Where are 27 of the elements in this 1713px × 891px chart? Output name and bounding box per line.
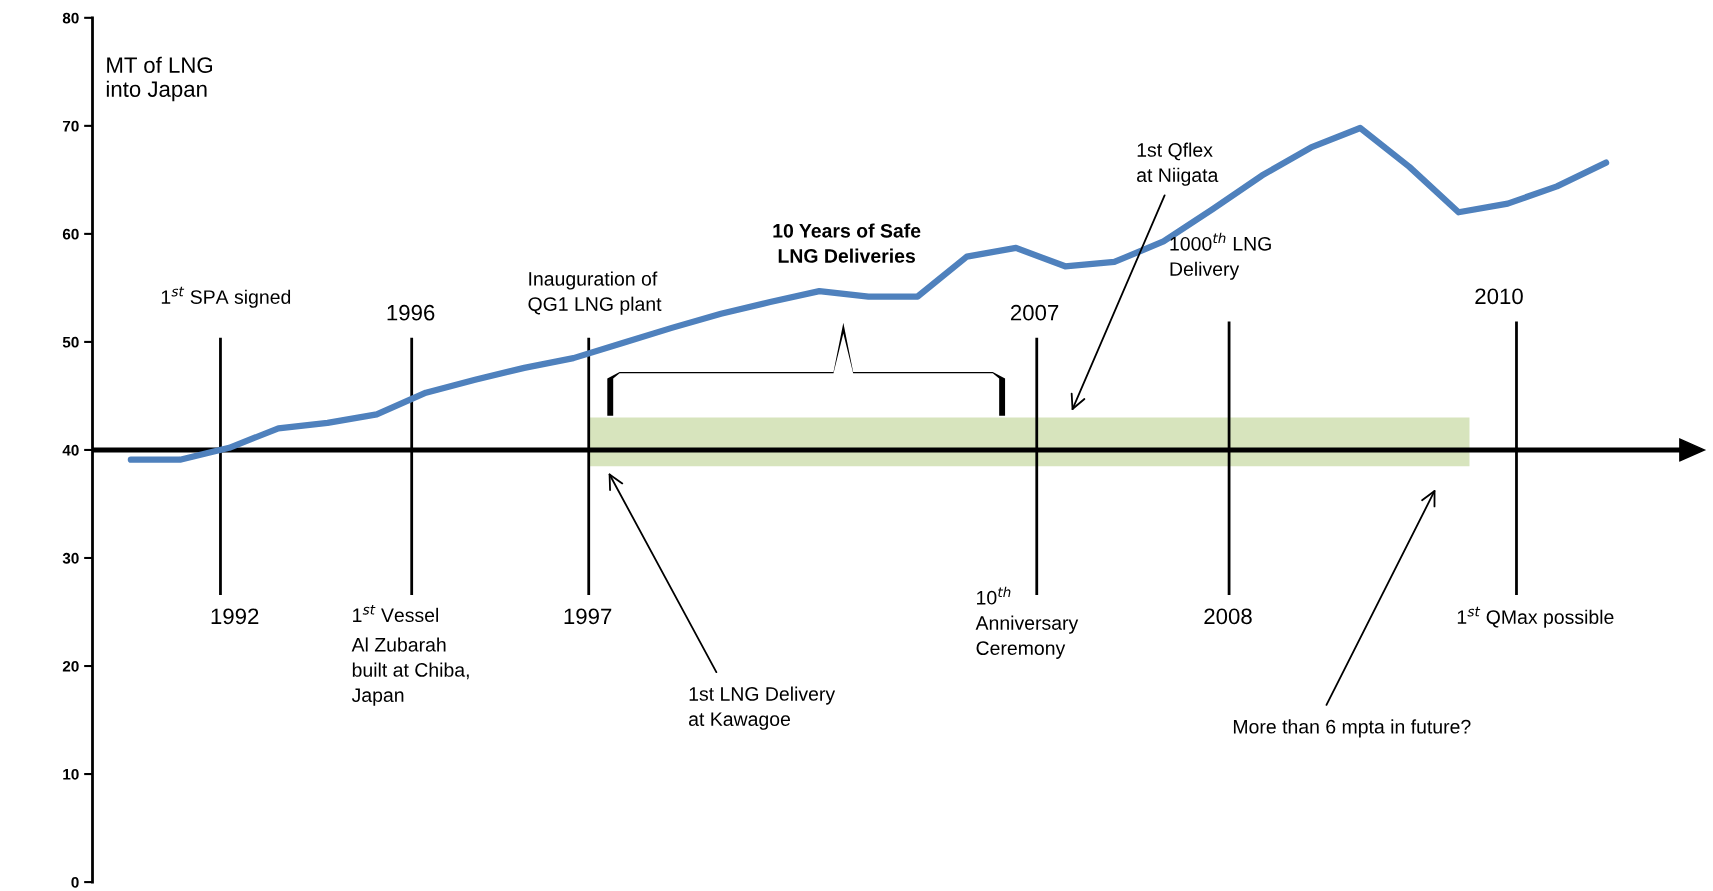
annotation: 1992 bbox=[211, 608, 259, 625]
y-tick-label: 10 bbox=[63, 768, 79, 780]
annotation: 10 Years of Safe LNG Deliveries bbox=[773, 223, 921, 263]
y-tick-label: 80 bbox=[62, 12, 79, 24]
y-tick-label: 30 bbox=[62, 552, 79, 564]
annotation: Inauguration of QG1 LNG plant bbox=[528, 271, 662, 315]
annotation: 1$^{st}$ Vessel bbox=[353, 604, 439, 623]
annotation: 2007 bbox=[1010, 304, 1059, 321]
annotation: 2008 bbox=[1204, 608, 1252, 625]
annotation: 1st Qflex at Niigata bbox=[1137, 142, 1219, 186]
annotation: 1$^{st}$ SPA signed bbox=[161, 286, 291, 308]
y-tick-label: 0 bbox=[71, 876, 79, 888]
y-tick-label: 50 bbox=[62, 336, 79, 348]
annotation: Al Zubarah built at Chiba, Japan bbox=[351, 637, 469, 706]
annotation: 1st LNG Delivery at Kawagoe bbox=[688, 686, 836, 730]
text: 10$^{th}$ Anniversary Ceremony bbox=[975, 586, 1079, 659]
annotation: 2010 bbox=[1475, 288, 1523, 305]
annotation: 1996 bbox=[387, 304, 435, 321]
y-tick-label: 70 bbox=[62, 120, 79, 132]
y-axis-title: MT of LNG into Japan bbox=[106, 56, 213, 102]
annotation: 1$^{st}$ QMax possible bbox=[1457, 606, 1614, 628]
annotation: 1000$^{th}$ LNG Delivery bbox=[1170, 232, 1271, 280]
y-tick-label: 60 bbox=[62, 228, 79, 240]
y-tick-label: 40 bbox=[62, 444, 79, 456]
annotation: More than 6 mpta in future? bbox=[1233, 719, 1471, 738]
annotation: 1997 bbox=[564, 608, 612, 625]
y-tick-label: 20 bbox=[62, 660, 79, 672]
